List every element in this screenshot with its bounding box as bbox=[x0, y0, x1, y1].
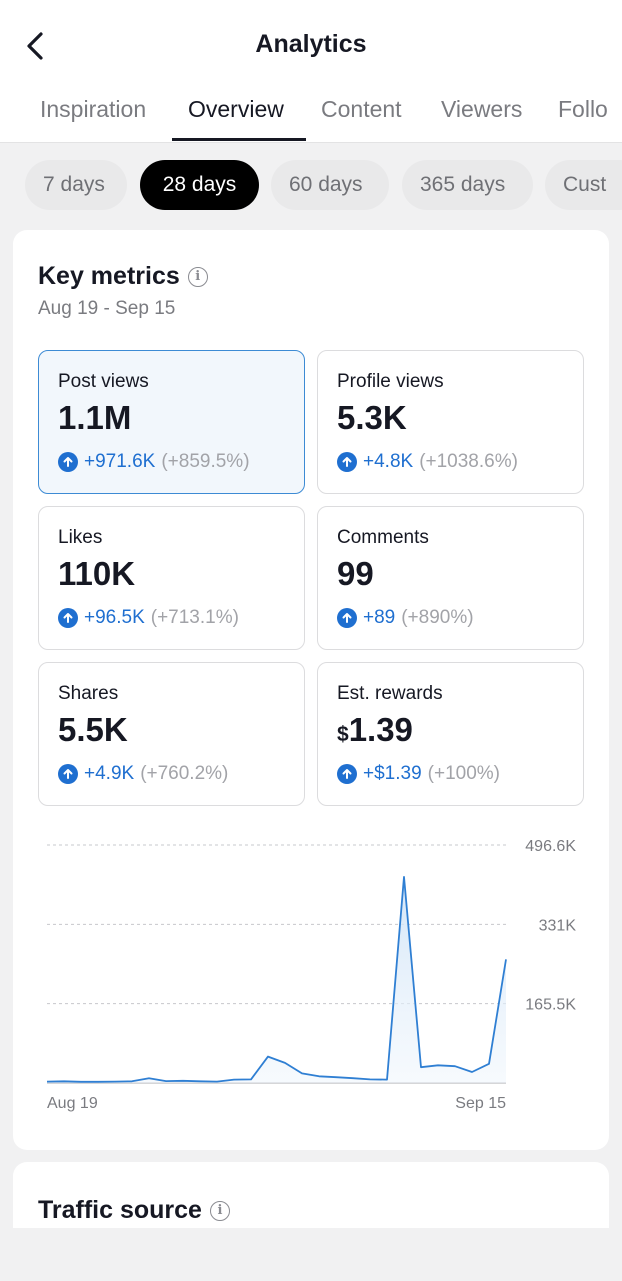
metric-change: +89 (+890%) bbox=[337, 607, 474, 629]
post-views-chart: 496.6K 331K 165.5K Aug 19 Sep 15 bbox=[13, 825, 609, 1125]
metric-delta: +971.6K bbox=[84, 451, 156, 472]
metric-value: 110K bbox=[58, 555, 136, 592]
metric-post-views[interactable]: Post views 1.1M +971.6K (+859.5%) bbox=[38, 350, 305, 494]
metric-label: Post views bbox=[58, 371, 149, 392]
arrow-up-icon bbox=[58, 452, 78, 472]
y-tick-label: 496.6K bbox=[525, 838, 576, 855]
metric-change: +4.8K (+1038.6%) bbox=[337, 451, 518, 473]
page-title: Analytics bbox=[255, 30, 367, 58]
traffic-source-title: Traffic source bbox=[38, 1196, 202, 1224]
y-tick-label: 165.5K bbox=[525, 997, 576, 1014]
metric-delta: +96.5K bbox=[84, 607, 145, 628]
metric-change: +971.6K (+859.5%) bbox=[58, 451, 250, 473]
tab-viewers[interactable]: Viewers bbox=[441, 96, 523, 122]
tab-followers[interactable]: Follo bbox=[558, 96, 608, 122]
metric-shares[interactable]: Shares 5.5K +4.9K (+760.2%) bbox=[38, 662, 305, 806]
key-metrics-title: Key metrics bbox=[38, 262, 180, 290]
metric-delta: +4.8K bbox=[363, 451, 414, 472]
x-tick-label-end: Sep 15 bbox=[455, 1095, 506, 1112]
metric-value: 1.1M bbox=[58, 399, 132, 436]
currency-symbol: $ bbox=[337, 723, 349, 746]
info-icon[interactable]: i bbox=[209, 1200, 230, 1221]
arrow-up-icon bbox=[337, 608, 357, 628]
chart-svg: 496.6K 331K 165.5K Aug 19 Sep 15 bbox=[46, 838, 577, 1112]
y-tick-label: 331K bbox=[539, 917, 577, 934]
metric-change: +$1.39 (+100%) bbox=[337, 763, 500, 785]
metric-percent: (+100%) bbox=[427, 763, 501, 784]
arrow-up-icon bbox=[58, 764, 78, 784]
arrow-up-icon bbox=[337, 764, 357, 784]
metric-est-rewards[interactable]: Est. rewards $1.39 +$1.39 (+100%) bbox=[317, 662, 584, 806]
date-range-label: Aug 19 - Sep 15 bbox=[38, 298, 176, 319]
back-button[interactable] bbox=[18, 28, 52, 64]
metric-percent: (+713.1%) bbox=[150, 607, 239, 628]
chevron-left-icon bbox=[27, 32, 43, 60]
range-custom[interactable]: Cust bbox=[545, 160, 622, 210]
metric-likes[interactable]: Likes 110K +96.5K (+713.1%) bbox=[38, 506, 305, 650]
range-365-days[interactable]: 365 days bbox=[402, 160, 533, 210]
tab-overview[interactable]: Overview bbox=[188, 96, 284, 122]
series-line bbox=[46, 876, 507, 1083]
top-bar: Analytics Inspiration Overview Content V… bbox=[0, 0, 622, 143]
metric-profile-views[interactable]: Profile views 5.3K +4.8K (+1038.6%) bbox=[317, 350, 584, 494]
metric-value: 5.5K bbox=[58, 711, 128, 748]
key-metrics-heading: Key metrics i bbox=[38, 262, 208, 291]
metric-label: Est. rewards bbox=[337, 683, 443, 704]
metric-delta: +89 bbox=[363, 607, 396, 628]
metric-percent: (+1038.6%) bbox=[419, 451, 518, 472]
info-icon[interactable]: i bbox=[187, 266, 208, 287]
metric-percent: (+760.2%) bbox=[140, 763, 229, 784]
active-tab-indicator bbox=[172, 138, 306, 141]
tab-inspiration[interactable]: Inspiration bbox=[40, 96, 147, 122]
metric-label: Shares bbox=[58, 683, 119, 704]
series-area bbox=[47, 876, 506, 1083]
metric-label: Comments bbox=[337, 527, 429, 548]
metric-percent: (+890%) bbox=[401, 607, 474, 628]
metric-percent: (+859.5%) bbox=[161, 451, 250, 472]
metric-change: +4.9K (+760.2%) bbox=[58, 763, 228, 785]
key-metrics-card: Key metrics i Aug 19 - Sep 15 Post views… bbox=[13, 230, 609, 1150]
metric-value: 99 bbox=[337, 555, 374, 592]
date-range-selector: 7 days 28 days 60 days 365 days Cust bbox=[0, 160, 622, 212]
metric-comments[interactable]: Comments 99 +89 (+890%) bbox=[317, 506, 584, 650]
x-tick-label-start: Aug 19 bbox=[47, 1095, 98, 1112]
metric-value: 5.3K bbox=[337, 399, 407, 436]
traffic-source-heading: Traffic source i bbox=[38, 1196, 230, 1225]
metric-value: $1.39 bbox=[337, 711, 413, 749]
metric-delta: +$1.39 bbox=[363, 763, 422, 784]
metric-amount: 1.39 bbox=[348, 711, 413, 748]
metric-label: Profile views bbox=[337, 371, 444, 392]
arrow-up-icon bbox=[58, 608, 78, 628]
range-7-days[interactable]: 7 days bbox=[25, 160, 127, 210]
tab-bar: Inspiration Overview Content Viewers Fol… bbox=[0, 88, 622, 143]
metric-delta: +4.9K bbox=[84, 763, 135, 784]
range-60-days[interactable]: 60 days bbox=[271, 160, 389, 210]
metric-label: Likes bbox=[58, 527, 103, 548]
range-28-days[interactable]: 28 days bbox=[140, 160, 259, 210]
tab-content[interactable]: Content bbox=[321, 96, 402, 122]
metric-change: +96.5K (+713.1%) bbox=[58, 607, 239, 629]
traffic-source-card: Traffic source i bbox=[13, 1162, 609, 1228]
arrow-up-icon bbox=[337, 452, 357, 472]
